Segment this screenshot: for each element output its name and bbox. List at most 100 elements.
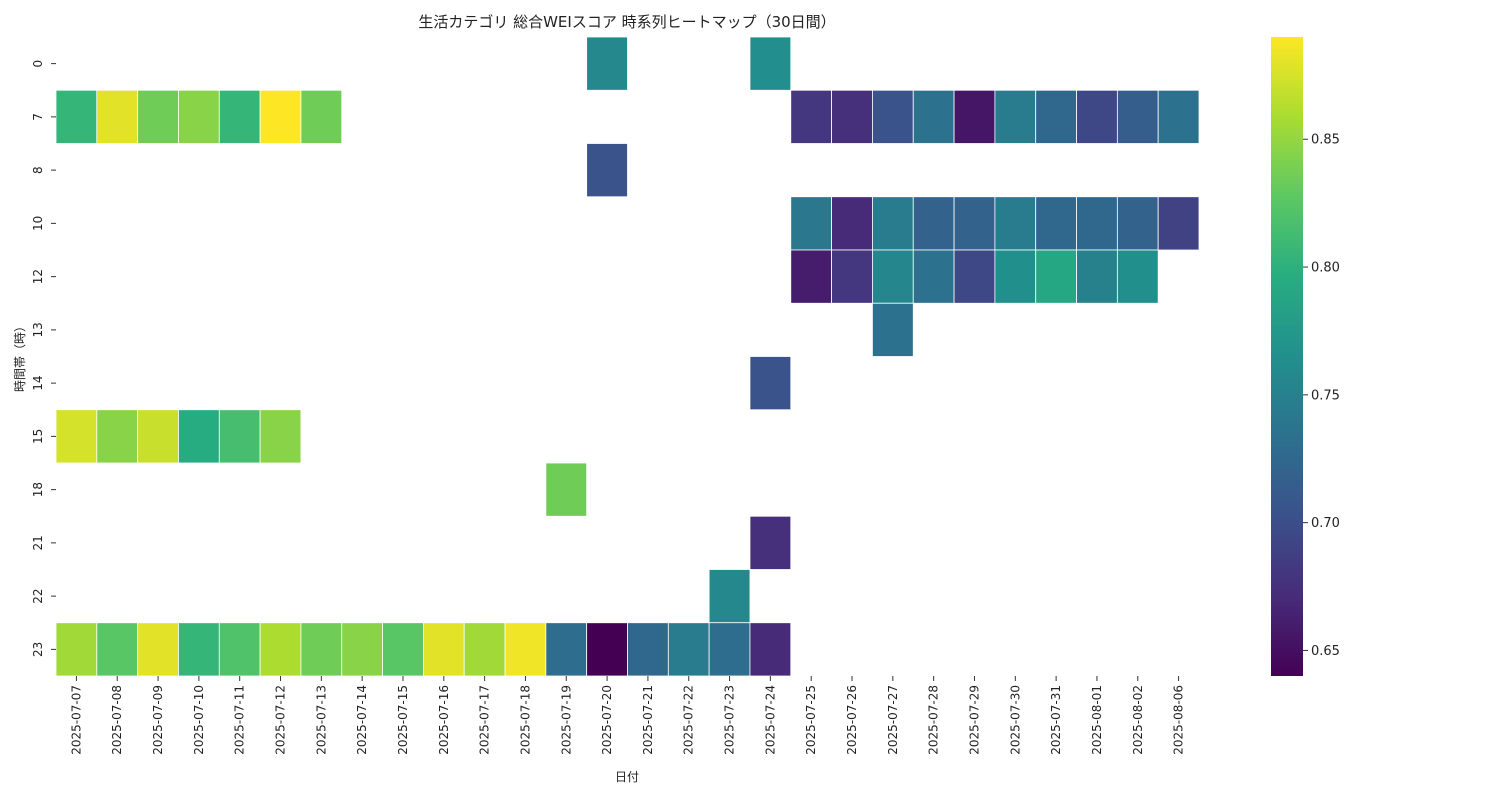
y-tick-label: 8 <box>31 166 45 174</box>
heatmap-cell <box>1116 196 1159 251</box>
heatmap-cell <box>627 622 669 677</box>
x-tick-label: 2025-07-08 <box>110 685 124 755</box>
heatmap-cell <box>667 622 710 677</box>
heatmap-cell <box>1035 89 1077 144</box>
heatmap-cell <box>912 196 955 251</box>
y-tick-label: 18 <box>31 482 45 497</box>
heatmap-cell <box>545 462 588 517</box>
heatmap-cell <box>382 622 424 677</box>
heatmap-cell <box>994 89 1037 144</box>
x-tick-label: 2025-07-10 <box>192 685 206 755</box>
heatmap-cell <box>300 622 343 677</box>
x-tick-label: 2025-08-06 <box>1172 685 1186 755</box>
y-tick-label: 14 <box>31 375 45 390</box>
heatmap-cell <box>790 249 833 304</box>
colorbar-tick-label: 0.70 <box>1311 516 1340 531</box>
y-tick-label: 21 <box>31 535 45 550</box>
heatmap-cell <box>953 196 996 251</box>
heatmap-cell <box>872 249 914 304</box>
heatmap-cell <box>137 409 179 464</box>
heatmap-cell <box>55 409 98 464</box>
heatmap-cell <box>178 409 220 464</box>
heatmap-cell <box>586 143 628 198</box>
x-tick-label: 2025-07-29 <box>967 685 981 755</box>
y-axis-label: 時間帯（時） <box>13 320 27 392</box>
x-tick-label: 2025-07-15 <box>396 685 410 755</box>
heatmap-cell <box>831 196 873 251</box>
x-tick-label: 2025-07-09 <box>151 685 165 755</box>
heatmap-cell <box>953 249 996 304</box>
heatmap-cell <box>178 89 220 144</box>
heatmap-cell <box>749 515 792 570</box>
heatmap-cell <box>1157 89 1200 144</box>
colorbar-gradient <box>1271 37 1303 676</box>
heatmap-cell <box>912 249 955 304</box>
heatmap-cell <box>137 89 179 144</box>
heatmap-cell <box>178 622 220 677</box>
y-tick-label: 23 <box>31 642 45 657</box>
y-tick-label: 15 <box>31 429 45 444</box>
heatmap-cell <box>831 89 873 144</box>
heatmap-cell <box>96 409 139 464</box>
x-tick-label: 2025-07-13 <box>314 685 328 755</box>
x-tick-label: 2025-08-02 <box>1131 685 1145 755</box>
heatmap-cell <box>953 89 996 144</box>
heatmap-cell <box>504 622 547 677</box>
x-tick-label: 2025-07-26 <box>845 685 859 755</box>
heatmap-cell <box>422 622 465 677</box>
heatmap-cell <box>749 36 792 91</box>
x-tick-label: 2025-07-27 <box>886 685 900 755</box>
chart-title: 生活カテゴリ 総合WEIスコア 時系列ヒートマップ（30日間） <box>418 13 835 31</box>
heatmap-cell <box>96 89 139 144</box>
x-tick-label: 2025-07-23 <box>723 685 737 755</box>
x-tick-label: 2025-07-31 <box>1049 685 1063 755</box>
heatmap-cell <box>218 622 261 677</box>
x-tick-label: 2025-07-22 <box>682 685 696 755</box>
heatmap-cell <box>586 36 628 91</box>
x-tick-label: 2025-07-17 <box>478 685 492 755</box>
x-tick-label: 2025-07-30 <box>1008 685 1022 755</box>
heatmap-cell <box>341 622 383 677</box>
heatmap-cell <box>55 622 98 677</box>
x-axis-label: 日付 <box>615 770 639 784</box>
y-tick-label: 10 <box>31 216 45 231</box>
heatmap-cell <box>96 622 139 677</box>
heatmap-cell <box>708 569 751 624</box>
heatmap-cell <box>55 89 98 144</box>
heatmap-cell <box>872 196 914 251</box>
heatmap-cell <box>218 89 261 144</box>
colorbar-tick-label: 0.85 <box>1311 133 1340 148</box>
x-axis: 2025-07-07 2025-07-08 2025-07-09 2025-07-10… <box>69 676 1186 755</box>
x-tick-label: 2025-07-19 <box>559 685 573 755</box>
heatmap-cell <box>259 89 302 144</box>
x-tick-label: 2025-08-01 <box>1090 685 1104 755</box>
y-tick-label: 22 <box>31 588 45 603</box>
heatmap-cell <box>1076 196 1118 251</box>
heatmap-cell <box>1076 89 1118 144</box>
heatmap-cell <box>831 249 873 304</box>
x-tick-label: 2025-07-11 <box>233 685 247 755</box>
heatmap-cell <box>259 409 302 464</box>
x-tick-label: 2025-07-16 <box>437 685 451 755</box>
heatmap-cell <box>545 622 588 677</box>
x-tick-label: 2025-07-14 <box>355 685 369 755</box>
colorbar: 0.65 0.70 0.75 0.80 0.85 <box>1271 37 1340 676</box>
heatmap-cell <box>586 622 628 677</box>
heatmap-cell <box>994 196 1037 251</box>
x-tick-label: 2025-07-20 <box>600 685 614 755</box>
y-tick-label: 12 <box>31 269 45 284</box>
x-tick-label: 2025-07-12 <box>274 685 288 755</box>
colorbar-tick-label: 0.65 <box>1311 644 1340 659</box>
heatmap-cell <box>994 249 1037 304</box>
x-tick-label: 2025-07-25 <box>804 685 818 755</box>
x-tick-label: 2025-07-21 <box>641 685 655 755</box>
heatmap-cell <box>790 196 833 251</box>
y-tick-label: 13 <box>31 322 45 337</box>
heatmap-cell <box>1076 249 1118 304</box>
y-axis: 0 7 8 10 12 13 14 15 18 21 22 23 <box>31 60 56 657</box>
heatmap-cell <box>259 622 302 677</box>
heatmap-cell <box>1035 196 1077 251</box>
heatmap-cell <box>218 409 261 464</box>
x-tick-label: 2025-07-07 <box>69 685 83 755</box>
colorbar-tick-label: 0.80 <box>1311 261 1340 276</box>
